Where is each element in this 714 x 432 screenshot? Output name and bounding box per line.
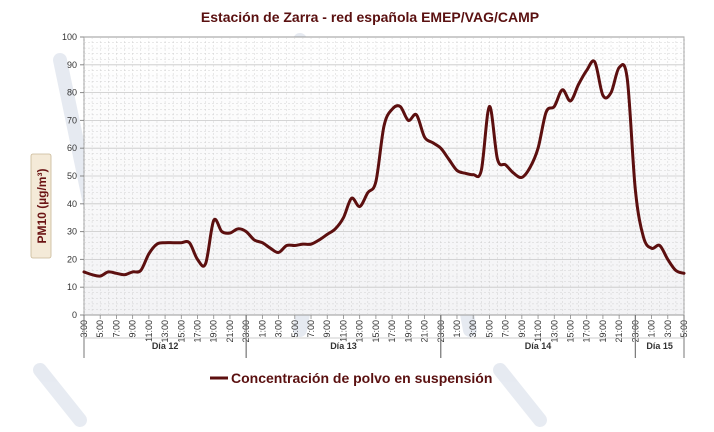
y-tick-label: 50 — [67, 171, 77, 181]
x-tick-label: 11:00 — [144, 320, 154, 342]
x-tick-label: 9:00 — [517, 320, 527, 338]
y-axis-label: PM10 (µg/m³) — [35, 169, 49, 244]
day-label: Día 13 — [330, 341, 357, 351]
x-tick-label: 13:00 — [160, 320, 170, 343]
x-tick-label: 9:00 — [322, 320, 332, 338]
x-tick-label: 15:00 — [565, 320, 575, 343]
y-axis-title-background — [30, 153, 52, 259]
x-tick-label: 7:00 — [306, 320, 316, 338]
series-line — [82, 59, 686, 278]
day-label: Día 12 — [152, 341, 179, 351]
day-label: Día 15 — [646, 341, 673, 351]
x-tick-label: 21:00 — [420, 320, 430, 343]
x-tick-label: 3:00 — [663, 320, 673, 338]
x-tick-label: 21:00 — [225, 320, 235, 343]
y-axis-title: PM10 (µg/m³) — [30, 153, 52, 259]
x-tick-label: 15:00 — [371, 320, 381, 343]
x-tick-label: 7:00 — [111, 320, 121, 338]
x-tick-label: 5:00 — [290, 320, 300, 338]
x-tick-label: 5:00 — [95, 320, 105, 338]
x-tick-label: 9:00 — [128, 320, 138, 338]
x-tick-label: 13:00 — [355, 320, 365, 343]
day-label: Día 14 — [525, 341, 552, 351]
chart-title: Estación de Zarra - red española EMEP/VA… — [201, 9, 539, 25]
y-tick-label: 40 — [67, 199, 77, 209]
x-axis-day-groups: Día 12 Día 13 Día 14 Día 15 — [83, 315, 685, 358]
x-tick-label: 3:00 — [274, 320, 284, 338]
x-tick-label: 1:00 — [647, 320, 657, 338]
x-tick-label: 15:00 — [176, 320, 186, 343]
series-layer — [82, 59, 686, 278]
y-tick-label: 90 — [67, 60, 77, 70]
x-tick-label: 17:00 — [387, 320, 397, 343]
y-tick-label: 70 — [67, 115, 77, 125]
y-tick-label: 80 — [67, 88, 77, 98]
x-tick-label: 7:00 — [501, 320, 511, 338]
x-tick-label: 13:00 — [549, 320, 559, 343]
y-axis: 0 10 20 30 40 50 60 70 80 90 100 — [62, 32, 84, 320]
y-tick-label: 60 — [67, 143, 77, 153]
y-tick-label: 0 — [72, 310, 77, 320]
y-tick-label: 20 — [67, 254, 77, 264]
x-tick-label: 17:00 — [193, 320, 203, 343]
x-tick-label: 19:00 — [598, 320, 608, 343]
x-tick-label: 1:00 — [257, 320, 267, 338]
legend-entry-label: Concentración de polvo en suspensión — [231, 370, 492, 386]
x-tick-label: 11:00 — [533, 320, 543, 342]
x-tick-label: 5:00 — [484, 320, 494, 338]
x-tick-label: 21:00 — [614, 320, 624, 343]
x-tick-label: 1:00 — [452, 320, 462, 338]
x-tick-label: 19:00 — [209, 320, 219, 343]
x-tick-label: 19:00 — [403, 320, 413, 343]
y-tick-label: 100 — [62, 32, 77, 42]
x-tick-label: 11:00 — [338, 320, 348, 342]
x-axis: 3:00 5:00 7:00 9:00 11:00 13:00 15:00 17:00 19:0… — [79, 315, 689, 343]
y-tick-label: 10 — [67, 282, 77, 292]
y-tick-label: 30 — [67, 227, 77, 237]
x-tick-label: 3:00 — [468, 320, 478, 338]
x-tick-label: 17:00 — [582, 320, 592, 343]
legend: Concentración de polvo en suspensión — [210, 370, 492, 386]
